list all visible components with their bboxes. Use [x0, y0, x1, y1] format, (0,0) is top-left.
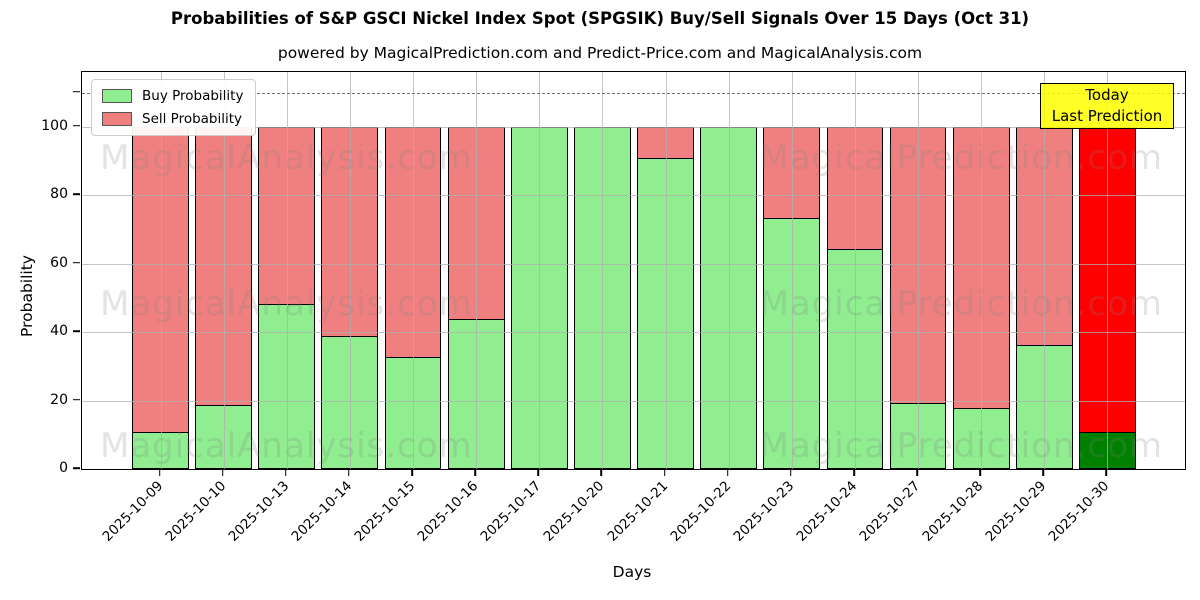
- buy-segment: [826, 248, 884, 469]
- bar-2025-10-29: [1015, 72, 1073, 469]
- v-gridline: [286, 72, 288, 469]
- y-tick-mark-110: [73, 90, 80, 93]
- buy-segment: [574, 126, 631, 469]
- y-tick-mark: [73, 398, 80, 401]
- x-tick-mark: [221, 469, 224, 476]
- x-tick-mark: [979, 469, 981, 476]
- buy-segment: [637, 157, 694, 469]
- bar-2025-10-23: [763, 72, 821, 469]
- v-gridline: [981, 72, 983, 469]
- x-tick-mark: [1042, 469, 1045, 476]
- h-gridline-100: [82, 126, 1185, 128]
- legend-sell-label: Sell Probability: [142, 111, 243, 127]
- bar-2025-10-28: [952, 72, 1010, 469]
- sell-color-swatch: [102, 112, 132, 126]
- h-gridline-60: [82, 263, 1185, 265]
- y-tick-mark: [73, 467, 80, 469]
- v-gridline: [854, 72, 856, 469]
- y-tick-mark: [73, 124, 80, 127]
- v-gridline: [476, 72, 478, 469]
- h-gridline-40: [82, 332, 1185, 334]
- x-tick-mark: [284, 469, 287, 476]
- x-tick-mark: [411, 469, 413, 476]
- x-tick-mark: [1105, 469, 1108, 476]
- sell-segment: [1015, 126, 1073, 346]
- sell-segment: [952, 126, 1010, 409]
- x-tick-mark: [474, 469, 476, 476]
- x-tick-mark: [916, 469, 918, 476]
- v-gridline: [349, 72, 351, 469]
- y-tick-label: 60: [50, 254, 68, 271]
- buy-color-swatch: [102, 89, 132, 103]
- h-gridline-20: [82, 400, 1185, 402]
- legend-item-sell: Sell Probability: [102, 111, 243, 127]
- plot-area: Buy Probability Sell Probability Magical…: [81, 71, 1186, 470]
- v-gridline: [223, 72, 225, 469]
- v-gridline: [1044, 72, 1046, 469]
- y-tick-label: 100: [41, 117, 68, 134]
- annotation-line1: Today: [1085, 86, 1129, 104]
- v-gridline: [728, 72, 730, 469]
- x-tick-mark: [348, 469, 350, 476]
- y-tick-label: 40: [50, 323, 68, 340]
- legend-buy-label: Buy Probability: [142, 88, 244, 104]
- x-tick-mark: [600, 469, 603, 476]
- bar-2025-10-21: [637, 72, 694, 469]
- v-gridline: [160, 72, 162, 469]
- v-gridline: [918, 72, 920, 469]
- x-tick-mark: [790, 469, 792, 476]
- v-gridline: [413, 72, 415, 469]
- v-gridline: [602, 72, 604, 469]
- v-gridline: [665, 72, 667, 469]
- sell-segment: [384, 126, 442, 358]
- v-gridline: [1107, 72, 1109, 469]
- sell-segment: [763, 126, 821, 220]
- h-gridline-80: [82, 195, 1185, 197]
- x-axis-label: Days: [612, 563, 652, 581]
- y-tick-mark: [73, 330, 80, 332]
- y-tick-label: 0: [59, 460, 68, 476]
- x-tick-mark: [726, 469, 729, 476]
- buy-segment: [195, 403, 253, 469]
- y-tick-mark: [73, 193, 80, 195]
- x-tick-mark: [853, 469, 855, 476]
- y-tick-mark: [73, 261, 80, 264]
- buy-segment: [1015, 344, 1073, 469]
- sell-segment: [132, 126, 189, 433]
- bar-2025-10-15: [384, 72, 442, 469]
- sell-segment: [826, 126, 884, 250]
- chart-subtitle: powered by MagicalPrediction.com and Pre…: [277, 44, 923, 62]
- x-tick-mark: [537, 469, 540, 476]
- y-tick-label: 80: [50, 186, 68, 203]
- v-gridline: [539, 72, 541, 469]
- bar-2025-10-24: [826, 72, 884, 469]
- bar-2025-10-10: [195, 72, 253, 469]
- legend-item-buy: Buy Probability: [102, 88, 243, 104]
- today-last-prediction-badge: Today Last Prediction: [1040, 83, 1174, 129]
- y-tick-label: 20: [50, 391, 68, 408]
- x-tick-mark: [158, 469, 161, 476]
- buy-segment: [763, 217, 821, 469]
- v-gridline: [791, 72, 793, 469]
- sell-segment: [195, 126, 253, 406]
- bar-2025-10-09: [132, 72, 189, 469]
- dashed-threshold-line: [82, 92, 1185, 94]
- chart-title: Probabilities of S&P GSCI Nickel Index S…: [170, 9, 1030, 28]
- bar-2025-10-20: [574, 72, 631, 469]
- annotation-line2: Last Prediction: [1051, 107, 1163, 125]
- chart-legend: Buy Probability Sell Probability: [91, 79, 257, 136]
- x-tick-mark: [663, 469, 666, 476]
